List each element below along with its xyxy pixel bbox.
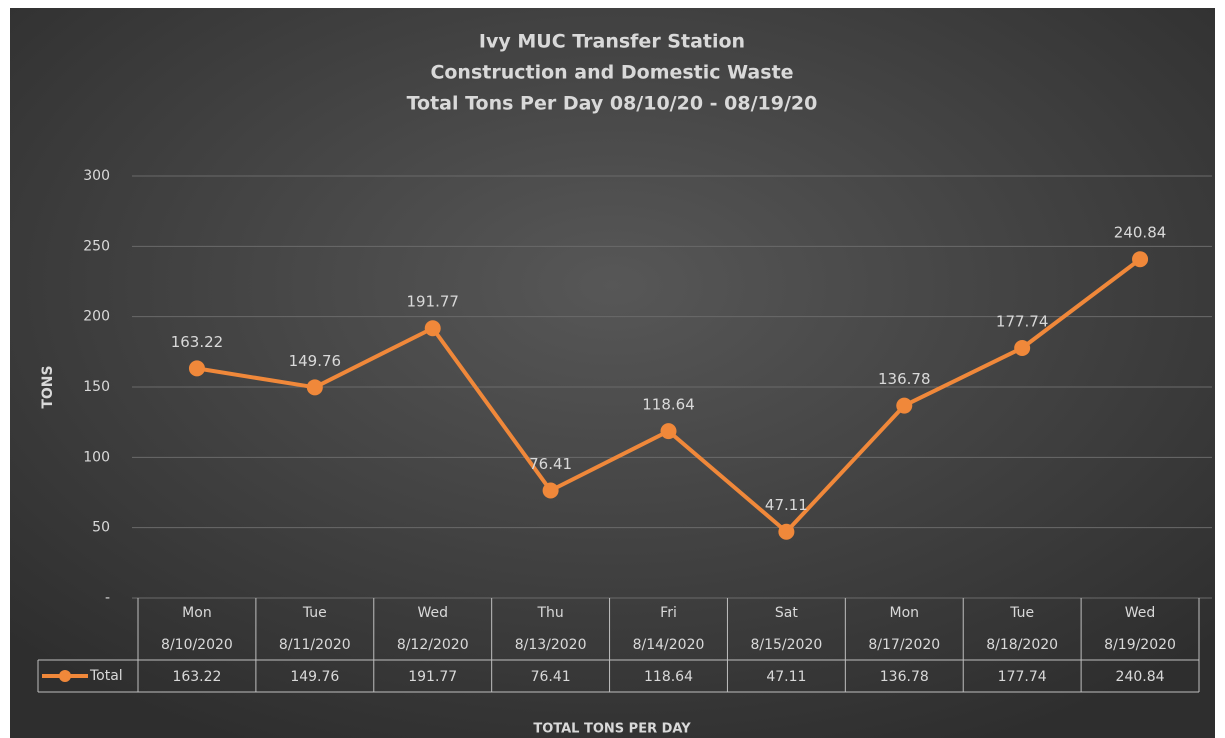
y-axis-title: TONS bbox=[40, 365, 56, 408]
table-value: 191.77 bbox=[408, 669, 457, 685]
marker bbox=[542, 482, 559, 499]
data-label: 76.41 bbox=[529, 455, 572, 473]
y-tick-label: 300 bbox=[83, 168, 110, 184]
table-value: 177.74 bbox=[998, 669, 1047, 685]
chart-area bbox=[10, 8, 1215, 738]
y-tick-label: 150 bbox=[83, 379, 110, 395]
y-tick-label: 100 bbox=[83, 449, 110, 465]
x-tick-label: Wed bbox=[417, 605, 448, 621]
marker bbox=[424, 320, 441, 337]
x-tick-label: 8/17/2020 bbox=[868, 637, 940, 653]
legend-label: Total bbox=[89, 668, 123, 684]
marker bbox=[660, 423, 677, 440]
x-tick-label: Mon bbox=[890, 605, 920, 621]
chart-title: Construction and Domestic Waste bbox=[430, 62, 793, 84]
data-label: 177.74 bbox=[996, 312, 1049, 330]
y-tick-label: 250 bbox=[83, 238, 110, 254]
data-label: 240.84 bbox=[1114, 224, 1167, 242]
data-label: 191.77 bbox=[406, 293, 459, 311]
chart-title: Total Tons Per Day 08/10/20 - 08/19/20 bbox=[407, 93, 818, 115]
x-tick-label: Sat bbox=[775, 605, 798, 621]
x-tick-label: 8/19/2020 bbox=[1104, 637, 1176, 653]
table-value: 136.78 bbox=[880, 669, 929, 685]
marker bbox=[188, 360, 205, 377]
data-label: 149.76 bbox=[289, 352, 342, 370]
x-tick-label: 8/13/2020 bbox=[515, 637, 587, 653]
y-tick-label: 50 bbox=[92, 520, 110, 536]
table-value: 76.41 bbox=[531, 669, 571, 685]
table-value: 118.64 bbox=[644, 669, 693, 685]
x-tick-label: 8/10/2020 bbox=[161, 637, 233, 653]
x-tick-label: 8/11/2020 bbox=[279, 637, 351, 653]
data-label: 163.22 bbox=[171, 333, 224, 351]
marker bbox=[306, 379, 323, 396]
marker bbox=[1132, 251, 1149, 268]
x-axis-title: TOTAL TONS PER DAY bbox=[533, 722, 691, 737]
x-tick-label: Fri bbox=[660, 605, 677, 621]
table-value: 149.76 bbox=[290, 669, 339, 685]
x-tick-label: Mon bbox=[182, 605, 212, 621]
marker bbox=[778, 523, 795, 540]
data-label: 136.78 bbox=[878, 370, 931, 388]
x-tick-label: Wed bbox=[1125, 605, 1156, 621]
table-value: 240.84 bbox=[1116, 669, 1165, 685]
table-value: 47.11 bbox=[766, 669, 806, 685]
table-value: 163.22 bbox=[172, 669, 221, 685]
y-tick-label: 200 bbox=[83, 309, 110, 325]
marker bbox=[896, 397, 913, 414]
data-label: 118.64 bbox=[642, 396, 695, 414]
y-tick-label: - bbox=[105, 590, 110, 606]
x-tick-label: Thu bbox=[536, 605, 563, 621]
marker bbox=[1014, 339, 1031, 356]
x-tick-label: Tue bbox=[302, 605, 327, 621]
x-tick-label: 8/15/2020 bbox=[750, 637, 822, 653]
x-tick-label: Tue bbox=[1009, 605, 1034, 621]
x-tick-label: 8/14/2020 bbox=[633, 637, 705, 653]
legend-key bbox=[59, 670, 71, 682]
x-tick-label: 8/18/2020 bbox=[986, 637, 1058, 653]
chart-title: Ivy MUC Transfer Station bbox=[479, 31, 745, 53]
x-tick-label: 8/12/2020 bbox=[397, 637, 469, 653]
data-label: 47.11 bbox=[765, 496, 808, 514]
